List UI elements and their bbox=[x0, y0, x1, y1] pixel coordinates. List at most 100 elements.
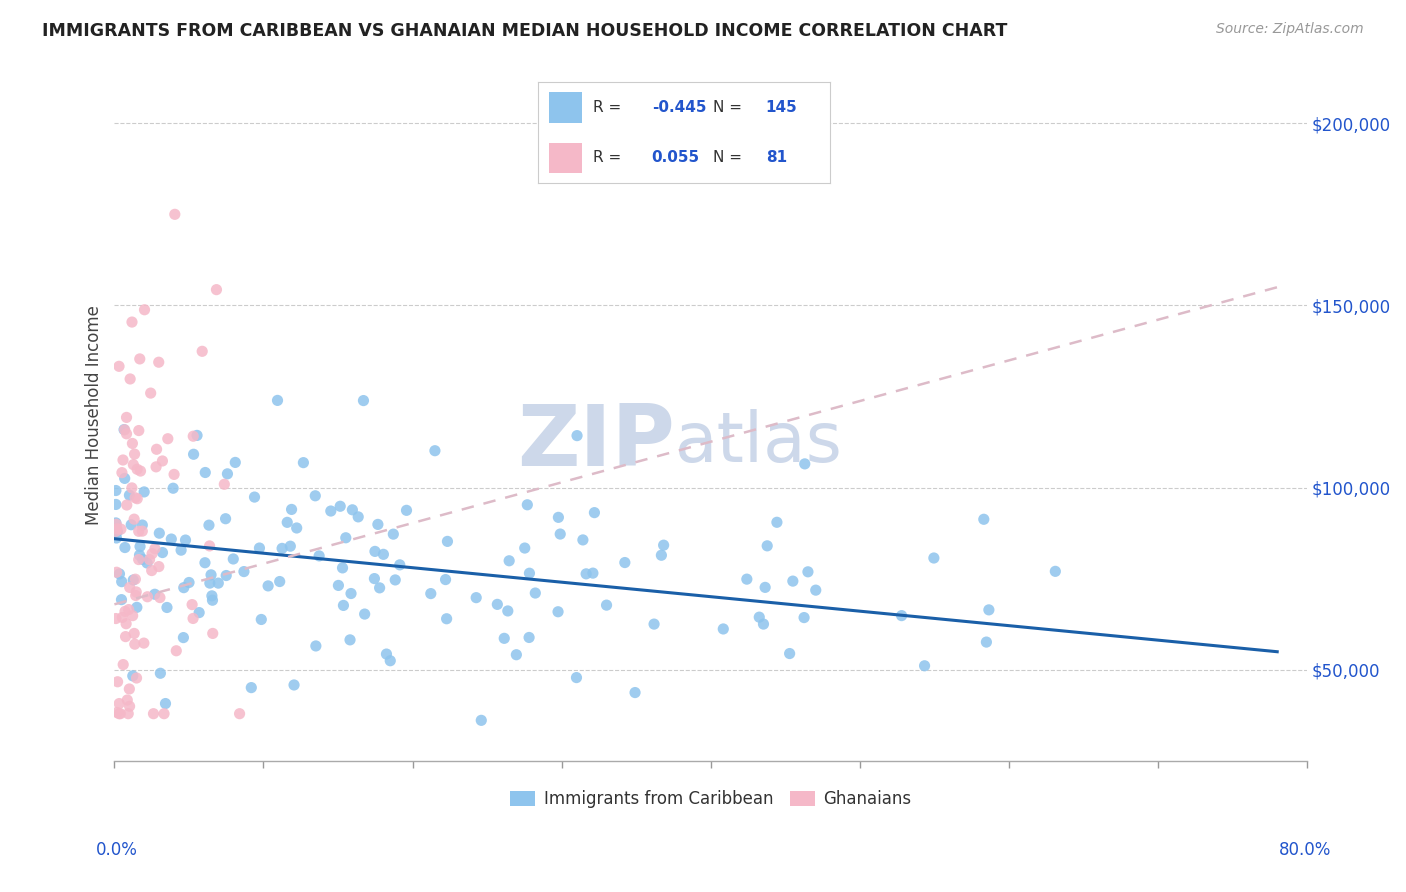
Text: IMMIGRANTS FROM CARIBBEAN VS GHANAIAN MEDIAN HOUSEHOLD INCOME CORRELATION CHART: IMMIGRANTS FROM CARIBBEAN VS GHANAIAN ME… bbox=[42, 22, 1008, 40]
Point bbox=[121, 669, 143, 683]
Point bbox=[652, 538, 675, 552]
Point bbox=[162, 481, 184, 495]
Point bbox=[128, 351, 150, 366]
Point bbox=[152, 454, 174, 468]
Point bbox=[308, 549, 330, 563]
Point bbox=[172, 631, 194, 645]
Point bbox=[121, 481, 143, 495]
Point bbox=[152, 545, 174, 559]
Point bbox=[108, 566, 131, 581]
Point bbox=[128, 424, 150, 438]
Point bbox=[134, 302, 156, 317]
Point bbox=[105, 517, 128, 532]
Point bbox=[148, 355, 170, 369]
Point bbox=[222, 552, 245, 566]
Point bbox=[217, 467, 239, 481]
Point bbox=[115, 498, 138, 512]
Point bbox=[513, 541, 536, 555]
Point bbox=[141, 547, 163, 561]
Point bbox=[105, 706, 128, 720]
Point bbox=[118, 681, 141, 696]
Point bbox=[335, 531, 357, 545]
Point bbox=[779, 647, 801, 661]
Point bbox=[129, 540, 152, 554]
Point bbox=[104, 498, 127, 512]
Point bbox=[305, 639, 328, 653]
Point bbox=[105, 566, 128, 580]
Point bbox=[145, 442, 167, 457]
Point bbox=[436, 534, 458, 549]
Point bbox=[114, 630, 136, 644]
Point bbox=[565, 671, 588, 685]
Point bbox=[613, 556, 636, 570]
Point bbox=[111, 453, 134, 467]
Point bbox=[434, 573, 457, 587]
Point bbox=[181, 429, 204, 443]
Point bbox=[214, 477, 236, 491]
Point bbox=[131, 552, 153, 566]
Point bbox=[382, 527, 405, 541]
Point bbox=[285, 521, 308, 535]
Point bbox=[486, 598, 509, 612]
Point bbox=[643, 617, 665, 632]
Point bbox=[973, 512, 995, 526]
Point bbox=[105, 531, 128, 545]
Point bbox=[118, 581, 141, 595]
Point bbox=[105, 522, 128, 536]
Point bbox=[292, 456, 315, 470]
Point bbox=[752, 617, 775, 632]
Point bbox=[276, 516, 298, 530]
Point bbox=[214, 512, 236, 526]
Point bbox=[115, 616, 138, 631]
Point bbox=[304, 489, 326, 503]
Point bbox=[139, 386, 162, 401]
Point bbox=[131, 524, 153, 538]
Point bbox=[115, 426, 138, 441]
Point bbox=[280, 502, 302, 516]
Point bbox=[124, 572, 146, 586]
Point bbox=[114, 423, 136, 437]
Point bbox=[131, 518, 153, 533]
Point bbox=[595, 598, 617, 612]
Point bbox=[198, 576, 221, 591]
Point bbox=[163, 467, 186, 482]
Point bbox=[125, 589, 148, 603]
Point bbox=[136, 556, 159, 570]
Point bbox=[735, 572, 758, 586]
Point bbox=[976, 635, 998, 649]
Point bbox=[232, 565, 254, 579]
Point bbox=[367, 517, 389, 532]
Point bbox=[419, 586, 441, 600]
Point bbox=[108, 706, 131, 721]
Point bbox=[104, 611, 127, 625]
Point bbox=[132, 636, 155, 650]
Point bbox=[156, 432, 179, 446]
Point bbox=[120, 372, 142, 386]
Point bbox=[165, 644, 187, 658]
Point bbox=[547, 510, 569, 524]
Point bbox=[329, 500, 352, 514]
Point bbox=[250, 612, 273, 626]
Point bbox=[194, 556, 217, 570]
Point bbox=[115, 410, 138, 425]
Point bbox=[201, 593, 224, 607]
Point bbox=[114, 541, 136, 555]
Point bbox=[181, 611, 204, 625]
Point bbox=[117, 693, 139, 707]
Point bbox=[340, 586, 363, 600]
Point bbox=[174, 533, 197, 547]
Point bbox=[748, 610, 770, 624]
Point bbox=[122, 626, 145, 640]
Point bbox=[754, 580, 776, 594]
Point bbox=[104, 516, 127, 530]
Point bbox=[575, 566, 598, 581]
Point bbox=[465, 591, 488, 605]
Point bbox=[524, 586, 547, 600]
Point bbox=[118, 488, 141, 502]
Point bbox=[118, 602, 141, 616]
Point bbox=[108, 359, 131, 374]
Point bbox=[108, 697, 131, 711]
Point bbox=[797, 565, 820, 579]
Point bbox=[121, 436, 143, 450]
Point bbox=[494, 632, 516, 646]
